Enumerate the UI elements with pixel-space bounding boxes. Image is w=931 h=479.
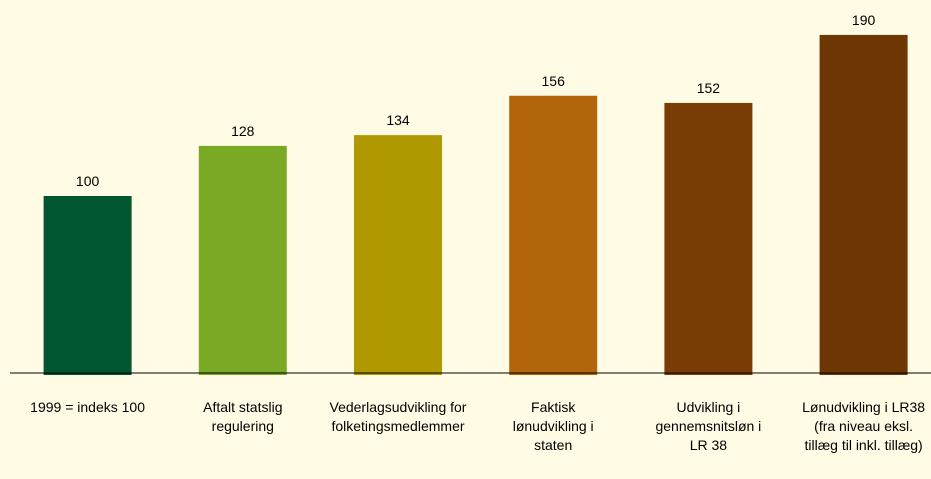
bar (664, 102, 753, 376)
bar (509, 95, 598, 375)
value-label: 128 (231, 123, 255, 139)
x-tick-label: Vederlagsudvikling for folketingsmedlemm… (329, 399, 467, 434)
bar (819, 34, 908, 376)
x-tick-label: Faktisk lønudvikling i staten (512, 399, 594, 453)
value-label: 190 (852, 12, 876, 28)
x-tick-label: 1999 = indeks 100 (30, 399, 145, 415)
x-tick-label: Udvikling i gennemsnitsløn i LR 38 (655, 399, 762, 453)
bar (198, 145, 287, 375)
bar (354, 135, 442, 375)
value-label: 134 (386, 112, 410, 128)
value-label: 156 (542, 73, 566, 89)
value-label: 100 (76, 173, 100, 189)
value-label: 152 (697, 80, 721, 96)
x-tick-label: Aftalt statslig regulering (203, 399, 283, 434)
bar (43, 196, 132, 375)
x-tick-label: Lønudvikling i LR38 (fra niveau eksl. ti… (802, 399, 926, 453)
